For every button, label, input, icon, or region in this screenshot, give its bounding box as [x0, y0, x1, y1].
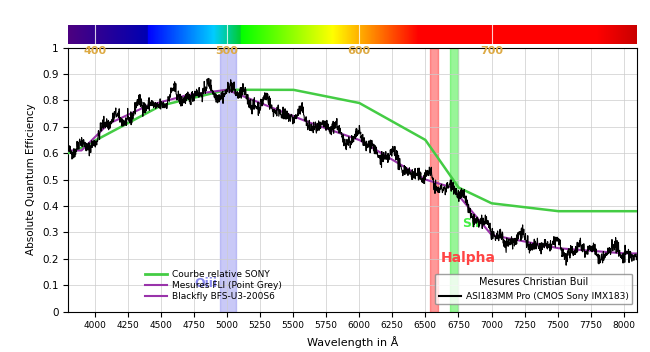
Text: 700: 700	[480, 46, 503, 56]
Y-axis label: Absolute Quantum Efficiency: Absolute Quantum Efficiency	[27, 104, 36, 255]
Title: IMX 183 MONO: IMX 183 MONO	[289, 30, 417, 45]
Text: Halpha: Halpha	[440, 251, 495, 265]
Text: 600: 600	[348, 46, 370, 56]
Text: Oiii: Oiii	[194, 277, 217, 290]
Text: 400: 400	[83, 46, 106, 56]
X-axis label: Wavelength in Å: Wavelength in Å	[307, 336, 398, 348]
Legend: ASI183MM Pro (CMOS Sony IMX183): ASI183MM Pro (CMOS Sony IMX183)	[436, 274, 632, 304]
Bar	[220, 48, 236, 312]
Bar	[430, 48, 437, 312]
Text: Sii: Sii	[462, 217, 479, 230]
Text: 500: 500	[216, 46, 239, 56]
Bar	[450, 48, 458, 312]
